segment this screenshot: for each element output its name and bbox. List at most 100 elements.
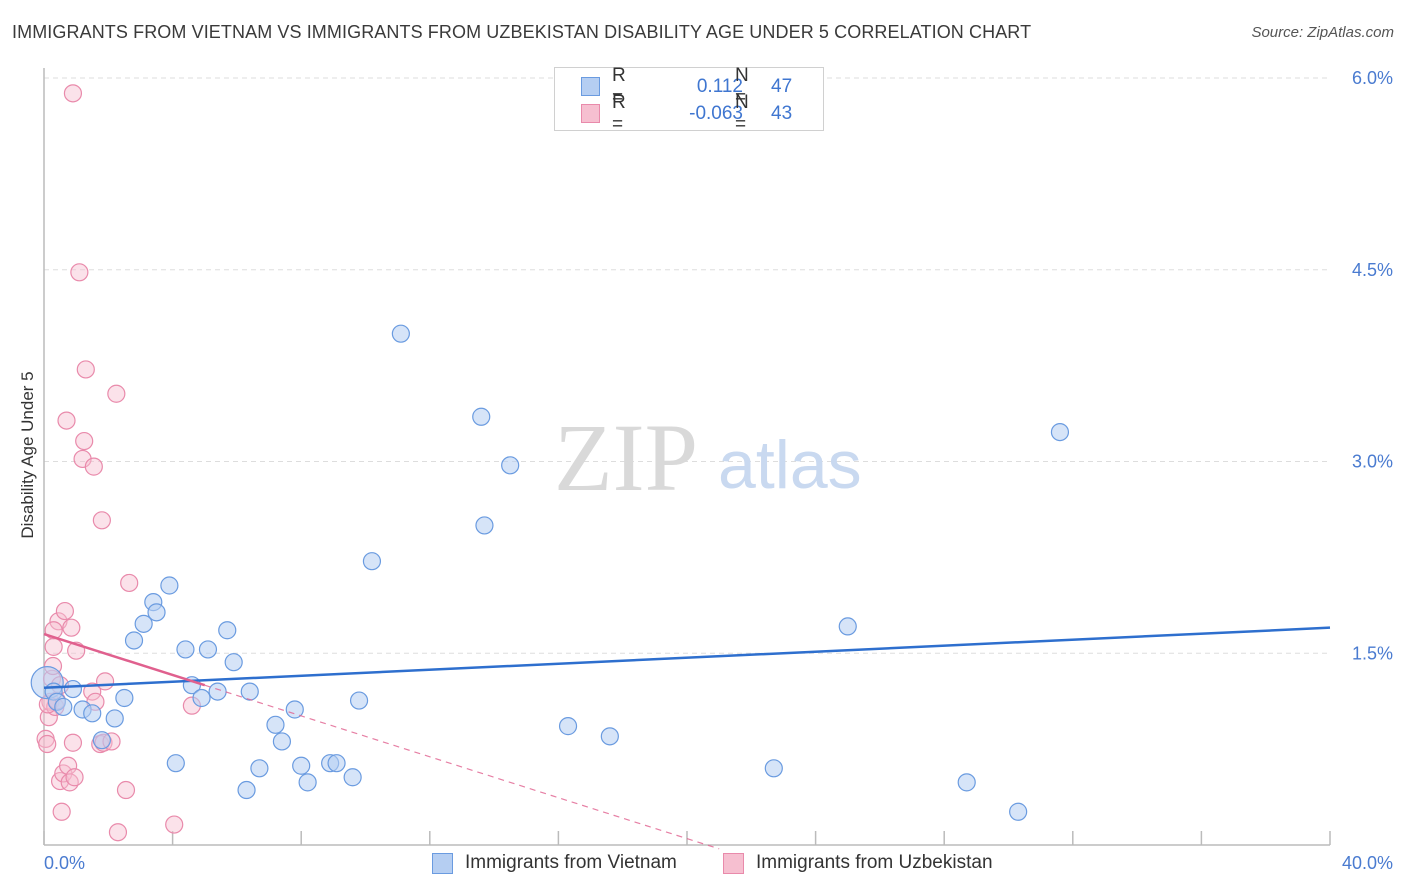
n-value: 47 (771, 76, 793, 97)
uzbekistan-point (63, 733, 83, 752)
vietnam-point (472, 407, 491, 426)
vietnam-point (250, 759, 269, 778)
vietnam-point (298, 773, 317, 792)
legend-label-vietnam: Immigrants from Vietnam (465, 852, 677, 873)
vietnam-point (218, 621, 237, 640)
legend-item-vietnam: Immigrants from Vietnam (432, 852, 677, 874)
vietnam-point (292, 756, 311, 775)
vietnam-point (208, 682, 227, 701)
uzbekistan-point (76, 360, 95, 379)
vietnam-point (134, 614, 153, 633)
uzbekistan-trend-line (43, 632, 206, 687)
n-value: 43 (771, 103, 793, 124)
vietnam-point (362, 552, 382, 571)
vietnam-legend-swatch (432, 852, 453, 874)
vietnam-point (198, 640, 218, 659)
uzbekistan-point (95, 672, 115, 691)
watermark-zip: ZIP (554, 404, 698, 511)
vietnam-point (343, 768, 362, 787)
uzbekistan-point (107, 384, 126, 403)
vietnam-point (224, 653, 243, 672)
uzbekistan-point (165, 815, 184, 834)
vietnam-point (176, 640, 195, 659)
uzbekistan-point (62, 618, 81, 637)
vietnam-point (600, 727, 619, 746)
uzbekistan-point (108, 823, 128, 842)
y-axis-label: Disability Age Under 5 (18, 371, 37, 538)
vietnam-point (327, 754, 346, 773)
r-label: R = (612, 92, 626, 135)
vietnam-point (124, 631, 144, 650)
tick-labels: 1.5% 3.0% 4.5% 6.0% 0.0% 40.0% (44, 68, 1393, 873)
uzbekistan-point (84, 457, 103, 476)
uzbekistan-point (55, 601, 74, 621)
uzbekistan-point (52, 802, 71, 821)
vietnam-point (1009, 802, 1028, 821)
uzbekistan-point (92, 511, 111, 530)
vietnam-swatch (581, 77, 600, 96)
n-label: N = (735, 65, 749, 108)
vietnam-point (558, 717, 578, 736)
vietnam-point (285, 700, 304, 719)
source-credit: Source: ZipAtlas.com (1251, 24, 1394, 41)
x-tick-label: 40.0% (1342, 853, 1393, 873)
uzbekistan-point (120, 573, 139, 593)
uzbekistan-point (75, 431, 94, 451)
uzbekistan-point (83, 682, 102, 701)
vietnam-point (266, 715, 285, 734)
vietnam-point (63, 679, 83, 699)
correlation-legend: R = 0.112 N = 47 R = -0.063 N = 43 (554, 65, 824, 135)
watermark-atlas: atlas (718, 427, 862, 503)
vietnam-trend-line (43, 626, 1331, 690)
uzbekistan-swatch (581, 104, 600, 123)
uzbekistan-point (38, 734, 57, 754)
uzbekistan-point (60, 773, 79, 792)
n-label: N = (735, 92, 749, 135)
uzbekistan-point (70, 263, 89, 282)
vietnam-point (391, 324, 410, 343)
legend-label-uzbekistan: Immigrants from Uzbekistan (756, 852, 993, 873)
vietnam-point (957, 773, 976, 792)
vietnam-point (105, 709, 124, 728)
vietnam-point (475, 516, 494, 535)
vietnam-point (237, 780, 256, 800)
axes (43, 68, 1331, 846)
series-legend: Immigrants from Vietnam Immigrants from … (0, 852, 1406, 878)
vietnam-point (83, 704, 102, 723)
uzbekistan-point (63, 84, 83, 103)
uzbekistan-point (65, 768, 84, 787)
uzbekistan-legend-swatch (723, 852, 744, 874)
uzbekistan-trend-extension (204, 684, 720, 850)
y-tick-label: 3.0% (1352, 452, 1393, 472)
vietnam-point (166, 754, 185, 773)
uzbekistan-point (116, 780, 136, 800)
vietnam-point (240, 682, 259, 701)
vietnam-point (838, 617, 857, 636)
y-tick-label: 6.0% (1352, 68, 1393, 88)
r-value: -0.063 (689, 103, 743, 124)
vietnam-point (160, 576, 179, 595)
r-label: R = (612, 65, 626, 108)
vietnam-point (192, 688, 211, 708)
legend-item-uzbekistan: Immigrants from Uzbekistan (723, 852, 993, 874)
y-tick-label: 1.5% (1352, 643, 1393, 663)
x-tick-label: 0.0% (44, 853, 85, 873)
r-value: 0.112 (696, 76, 743, 97)
vietnam-point (501, 456, 520, 475)
uzbekistan-points (36, 84, 201, 842)
uzbekistan-point (39, 708, 58, 727)
vietnam-point (54, 697, 73, 717)
vietnam-point (115, 688, 134, 708)
vietnam-points (30, 324, 1070, 821)
vietnam-point (1050, 422, 1070, 442)
vietnam-point (272, 732, 292, 751)
chart-title: IMMIGRANTS FROM VIETNAM VS IMMIGRANTS FR… (12, 22, 1032, 42)
vietnam-point (147, 603, 166, 622)
y-tick-label: 4.5% (1352, 260, 1393, 280)
vietnam-point (349, 691, 369, 710)
grid-lines (44, 77, 1330, 654)
vietnam-point (92, 731, 111, 750)
uzbekistan-point (57, 411, 76, 430)
trend-lines (43, 626, 1331, 850)
